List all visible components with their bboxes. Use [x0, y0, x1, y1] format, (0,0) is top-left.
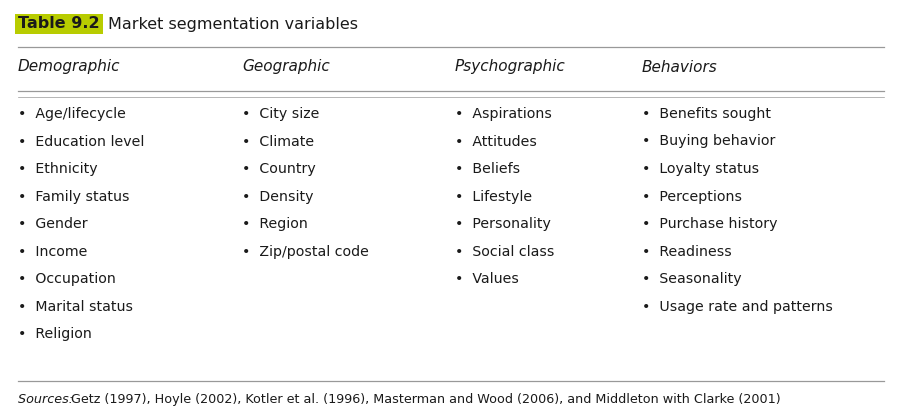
Text: Sources:: Sources: — [18, 393, 77, 406]
Text: •  Values: • Values — [455, 272, 519, 286]
Text: Psychographic: Psychographic — [455, 59, 566, 75]
Text: Demographic: Demographic — [18, 59, 121, 75]
Text: •  Purchase history: • Purchase history — [642, 217, 778, 231]
Text: •  Personality: • Personality — [455, 217, 551, 231]
Text: •  Readiness: • Readiness — [642, 245, 732, 259]
Text: •  Usage rate and patterns: • Usage rate and patterns — [642, 300, 833, 313]
Text: •  Beliefs: • Beliefs — [455, 162, 520, 176]
Text: •  Benefits sought: • Benefits sought — [642, 107, 771, 121]
Text: •  Lifestyle: • Lifestyle — [455, 189, 532, 204]
Text: •  Perceptions: • Perceptions — [642, 189, 742, 204]
Text: •  Region: • Region — [242, 217, 308, 231]
Text: •  Gender: • Gender — [18, 217, 87, 231]
Text: •  Zip/postal code: • Zip/postal code — [242, 245, 369, 259]
Text: •  Ethnicity: • Ethnicity — [18, 162, 97, 176]
Text: •  Attitudes: • Attitudes — [455, 134, 537, 148]
Text: •  Aspirations: • Aspirations — [455, 107, 552, 121]
Text: •  Marital status: • Marital status — [18, 300, 133, 313]
Text: Geographic: Geographic — [242, 59, 330, 75]
Text: •  Loyalty status: • Loyalty status — [642, 162, 759, 176]
Text: •  Social class: • Social class — [455, 245, 555, 259]
Text: •  Income: • Income — [18, 245, 87, 259]
Text: Behaviors: Behaviors — [642, 59, 718, 75]
Text: •  Occupation: • Occupation — [18, 272, 115, 286]
Text: •  Age/lifecycle: • Age/lifecycle — [18, 107, 126, 121]
Text: •  Education level: • Education level — [18, 134, 144, 148]
Text: Getz (1997), Hoyle (2002), Kotler et al. (1996), Masterman and Wood (2006), and : Getz (1997), Hoyle (2002), Kotler et al.… — [71, 393, 780, 406]
Text: •  Density: • Density — [242, 189, 314, 204]
Text: Table 9.2: Table 9.2 — [18, 16, 99, 31]
Text: •  Climate: • Climate — [242, 134, 314, 148]
Text: •  Religion: • Religion — [18, 327, 92, 341]
Text: •  Seasonality: • Seasonality — [642, 272, 741, 286]
Text: Market segmentation variables: Market segmentation variables — [108, 16, 358, 31]
Text: •  Country: • Country — [242, 162, 316, 176]
Text: •  City size: • City size — [242, 107, 319, 121]
Text: •  Family status: • Family status — [18, 189, 130, 204]
Text: •  Buying behavior: • Buying behavior — [642, 134, 776, 148]
